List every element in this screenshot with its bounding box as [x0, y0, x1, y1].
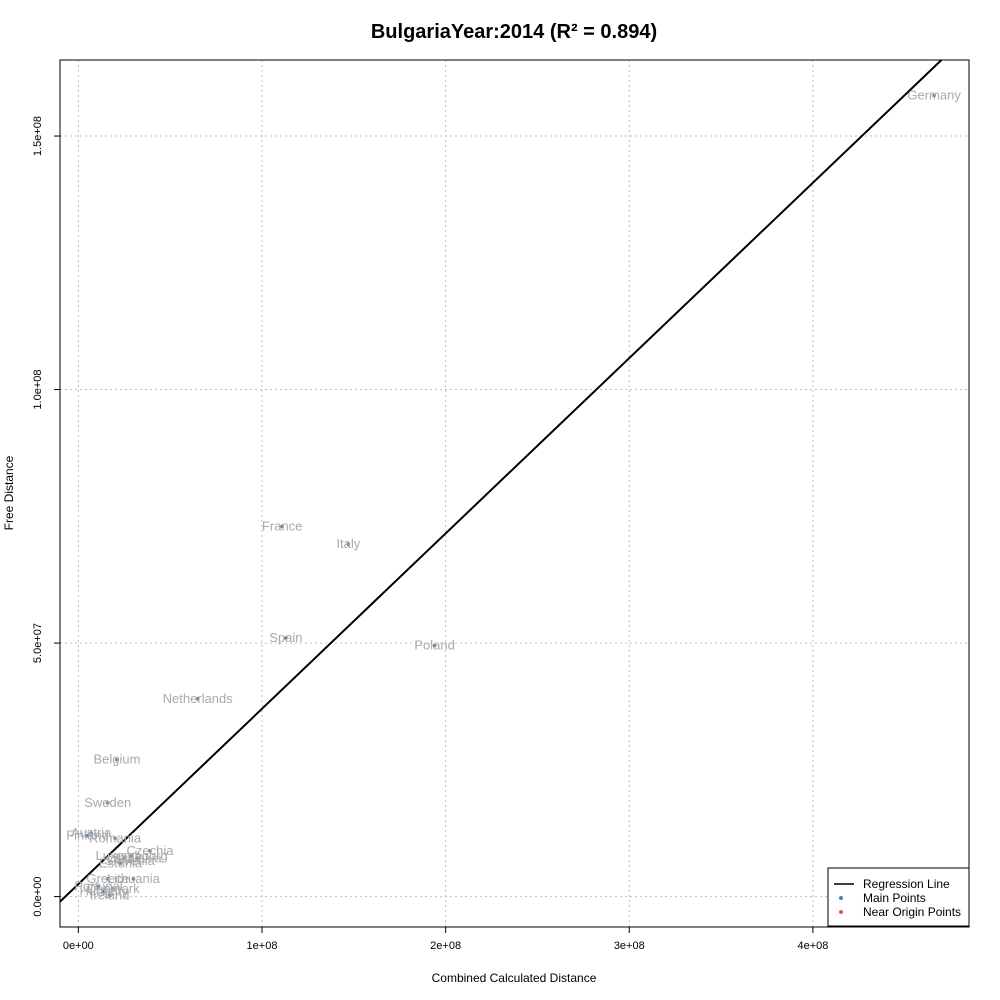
data-point: [135, 856, 139, 861]
data-point: [129, 854, 134, 858]
data-point: [115, 757, 119, 762]
y-tick-label: 1.5e+08: [32, 116, 44, 156]
data-point: [105, 877, 110, 881]
legend-point-swatch: [839, 910, 843, 914]
data-point: [932, 93, 936, 98]
point-label: Slovenia: [105, 853, 156, 868]
data-point: [346, 542, 351, 547]
point-label: Luxembourg: [95, 848, 167, 863]
data-point: [89, 831, 94, 836]
point-label: Austria: [71, 825, 112, 840]
point-label: Latvia: [107, 851, 142, 866]
data-point: [107, 893, 112, 898]
grid-lines: [60, 60, 969, 927]
point-label: Ireland: [90, 888, 130, 903]
x-tick-label: 1e+08: [247, 940, 278, 952]
legend-point-swatch: [839, 896, 843, 900]
points-layer: [85, 93, 936, 898]
point-label: Greece: [86, 871, 129, 886]
point-label: Denmark: [87, 881, 140, 896]
point-label: Belgium: [93, 752, 140, 767]
point-label: Portugal: [74, 878, 123, 893]
point-label: Poland: [414, 638, 454, 653]
legend-box: [827, 867, 970, 927]
x-axis: 0e+00 1e+08 2e+08 3e+08 4e+08: [63, 927, 828, 952]
x-tick-label: 0e+00: [63, 940, 94, 952]
legend-label: Main Points: [863, 891, 926, 905]
data-point: [131, 877, 136, 881]
x-tick-label: 3e+08: [614, 940, 645, 952]
regression-line: [59, 59, 943, 903]
point-label: Sweden: [84, 795, 131, 810]
y-tick-label: 1.0e+08: [32, 370, 44, 410]
point-label: Slovakia: [113, 851, 163, 866]
data-point: [111, 887, 116, 891]
legend-label: Regression Line: [863, 877, 950, 891]
point-label: Spain: [269, 630, 302, 645]
regression-layer: [59, 59, 943, 903]
point-label: Lithuania: [107, 871, 161, 886]
legend-label: Near Origin Points: [863, 905, 961, 919]
data-point: [96, 884, 101, 889]
point-label: Germany: [907, 87, 961, 102]
point-label: Hungary: [80, 884, 130, 899]
y-axis: 0.0e+00 5.0e+07 1.0e+08 1.5e+08: [32, 116, 60, 917]
data-point: [280, 524, 285, 529]
point-label: Italy: [336, 536, 360, 551]
y-tick-label: 5.0e+07: [32, 623, 44, 663]
y-axis-label: Free Distance: [2, 455, 16, 530]
plot-frame: [59, 59, 970, 928]
data-point: [85, 833, 90, 838]
point-label: Finland: [66, 828, 109, 843]
data-point: [113, 836, 117, 841]
data-point: [122, 856, 127, 861]
y-tick-label: 0.0e+00: [32, 877, 44, 917]
data-point: [105, 800, 110, 805]
point-labels-layer: Germany France Italy Spain Poland Netherlands…: [66, 87, 961, 902]
data-point: [148, 849, 152, 853]
point-label: Czechia: [126, 843, 174, 858]
point-label: Netherlands: [163, 691, 234, 706]
data-point: [118, 861, 123, 866]
x-tick-label: 2e+08: [430, 940, 461, 952]
data-point: [284, 636, 288, 640]
point-label: France: [262, 518, 302, 533]
data-point: [432, 643, 437, 648]
chart-title: BulgariaYear:2014 (R² = 0.894): [371, 21, 657, 43]
x-axis-label: Combined Calculated Distance: [432, 971, 597, 985]
point-label: Estonia: [99, 856, 143, 871]
data-point: [127, 859, 132, 863]
point-label: Romania: [89, 830, 142, 845]
data-point: [102, 889, 106, 894]
x-tick-label: 4e+08: [797, 940, 828, 952]
data-point: [195, 697, 200, 701]
